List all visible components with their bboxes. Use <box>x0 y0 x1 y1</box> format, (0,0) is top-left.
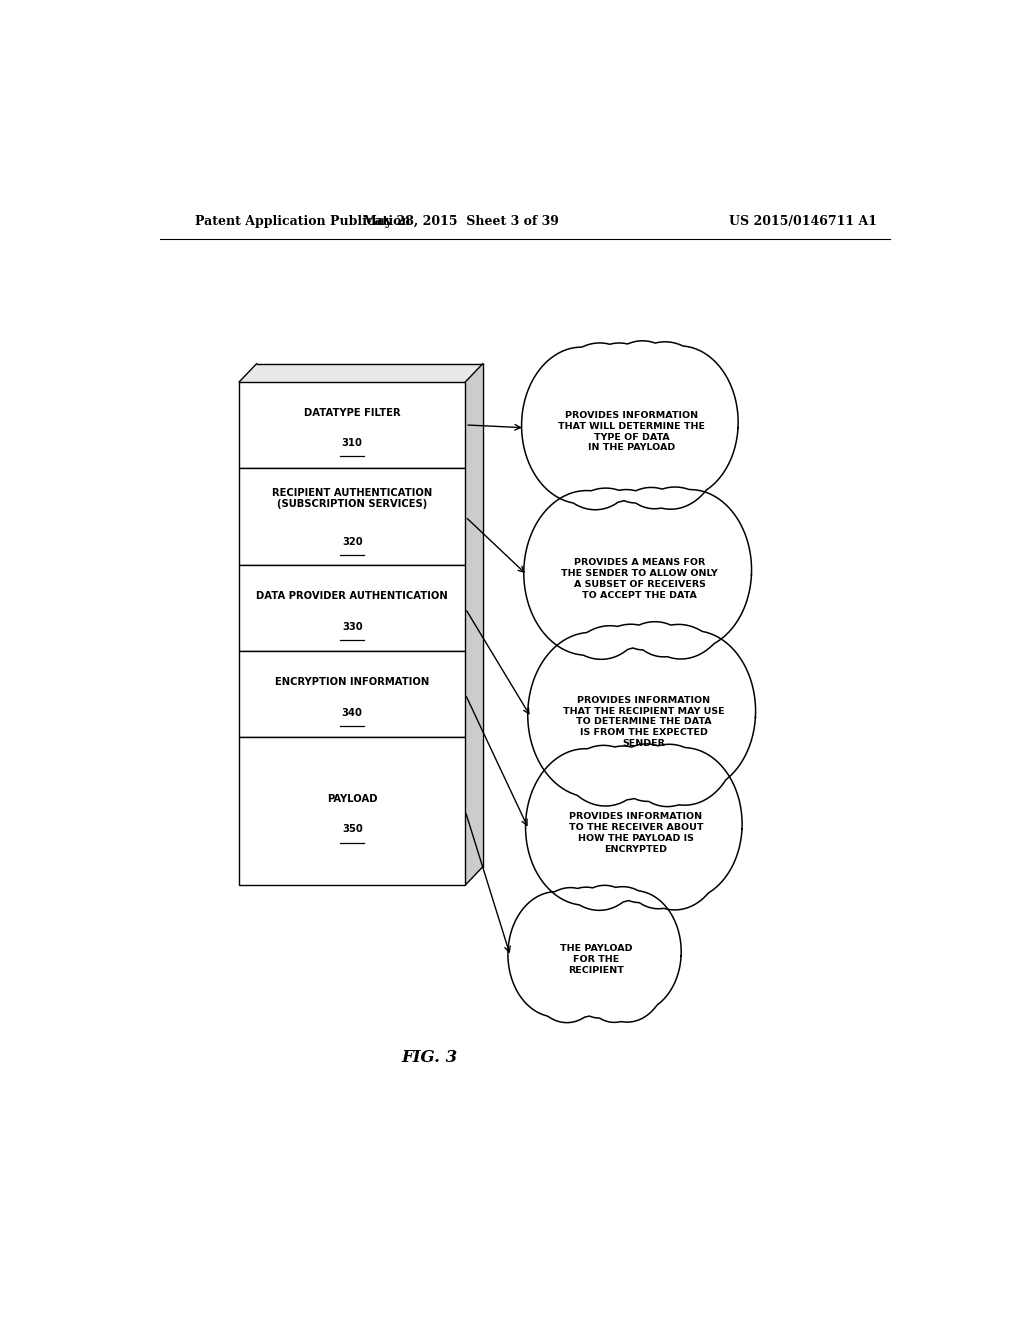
Circle shape <box>531 900 580 962</box>
Text: US 2015/0146711 A1: US 2015/0146711 A1 <box>728 215 877 228</box>
Text: May 28, 2015  Sheet 3 of 39: May 28, 2015 Sheet 3 of 39 <box>364 215 559 228</box>
Circle shape <box>627 743 672 801</box>
Circle shape <box>551 574 598 635</box>
Polygon shape <box>527 622 756 807</box>
Circle shape <box>554 506 617 586</box>
Text: PROVIDES INFORMATION
THAT THE RECIPIENT MAY USE
TO DETERMINE THE DATA
IS FROM TH: PROVIDES INFORMATION THAT THE RECIPIENT … <box>563 696 725 748</box>
Polygon shape <box>508 886 681 1023</box>
Text: PROVIDES INFORMATION
THAT WILL DETERMINE THE
TYPE OF DATA
IN THE PAYLOAD: PROVIDES INFORMATION THAT WILL DETERMINE… <box>558 411 706 453</box>
Ellipse shape <box>529 923 663 995</box>
Text: FIG. 3: FIG. 3 <box>401 1049 458 1067</box>
Circle shape <box>622 490 691 578</box>
Circle shape <box>583 887 636 954</box>
Circle shape <box>659 738 707 799</box>
Text: PAYLOAD: PAYLOAD <box>327 793 378 804</box>
Text: 310: 310 <box>342 438 362 449</box>
Circle shape <box>590 627 657 713</box>
Circle shape <box>632 957 667 1002</box>
Circle shape <box>590 737 635 793</box>
Text: PROVIDES INFORMATION
TO THE RECEIVER ABOUT
HOW THE PAYLOAD IS
ENCRYPTED: PROVIDES INFORMATION TO THE RECEIVER ABO… <box>568 812 703 854</box>
Text: ENCRYPTION INFORMATION: ENCRYPTION INFORMATION <box>275 677 429 686</box>
Circle shape <box>528 958 564 1005</box>
Circle shape <box>586 492 653 578</box>
Text: Patent Application Publication: Patent Application Publication <box>196 215 411 228</box>
Ellipse shape <box>556 672 731 772</box>
Circle shape <box>555 722 602 783</box>
Circle shape <box>615 447 658 503</box>
Text: RECIPIENT AUTHENTICATION
(SUBSCRIPTION SERVICES): RECIPIENT AUTHENTICATION (SUBSCRIPTION S… <box>272 487 432 510</box>
Text: DATA PROVIDER AUTHENTICATION: DATA PROVIDER AUTHENTICATION <box>256 591 449 601</box>
Circle shape <box>581 346 645 428</box>
Circle shape <box>681 829 724 883</box>
Circle shape <box>616 900 663 960</box>
Bar <box>240 467 465 565</box>
Circle shape <box>697 532 752 601</box>
Polygon shape <box>525 744 742 911</box>
Circle shape <box>508 928 548 978</box>
Circle shape <box>555 888 606 954</box>
Circle shape <box>585 841 628 896</box>
Ellipse shape <box>553 791 719 875</box>
Circle shape <box>660 762 719 836</box>
Bar <box>240 737 465 886</box>
Circle shape <box>656 359 715 433</box>
Circle shape <box>690 787 742 853</box>
Bar <box>240 565 465 651</box>
Circle shape <box>687 573 732 631</box>
Circle shape <box>623 591 668 649</box>
Circle shape <box>524 539 575 605</box>
Circle shape <box>584 974 617 1018</box>
Text: DATATYPE FILTER: DATATYPE FILTER <box>304 408 400 417</box>
Circle shape <box>677 428 720 483</box>
Circle shape <box>666 506 727 583</box>
Text: THE PAYLOAD
FOR THE
RECIPIENT: THE PAYLOAD FOR THE RECIPIENT <box>560 944 633 975</box>
Circle shape <box>686 385 738 451</box>
Circle shape <box>551 359 610 436</box>
Circle shape <box>581 441 624 496</box>
Circle shape <box>525 793 574 857</box>
Circle shape <box>691 721 736 779</box>
Text: 340: 340 <box>342 708 362 718</box>
Circle shape <box>551 829 596 887</box>
Text: 320: 320 <box>342 537 362 546</box>
Bar <box>240 651 465 737</box>
Polygon shape <box>524 487 752 660</box>
Circle shape <box>521 392 570 455</box>
Circle shape <box>620 847 663 903</box>
Polygon shape <box>465 364 482 886</box>
Circle shape <box>527 680 580 746</box>
Circle shape <box>701 672 756 741</box>
Circle shape <box>547 429 592 487</box>
Circle shape <box>608 970 644 1015</box>
Circle shape <box>626 623 695 713</box>
Circle shape <box>555 969 590 1012</box>
Circle shape <box>614 342 681 428</box>
Ellipse shape <box>549 388 715 475</box>
Circle shape <box>618 746 685 830</box>
Ellipse shape <box>553 537 727 620</box>
Polygon shape <box>240 364 482 381</box>
Circle shape <box>558 643 622 723</box>
Circle shape <box>647 442 692 500</box>
Circle shape <box>554 762 614 838</box>
Circle shape <box>651 842 696 900</box>
Circle shape <box>670 642 730 719</box>
Text: PROVIDES A MEANS FOR
THE SENDER TO ALLOW ONLY
A SUBSET OF RECEIVERS
TO ACCEPT TH: PROVIDES A MEANS FOR THE SENDER TO ALLOW… <box>561 558 718 599</box>
Circle shape <box>585 748 649 830</box>
Polygon shape <box>521 341 738 510</box>
Circle shape <box>640 921 681 974</box>
Text: 330: 330 <box>342 622 362 632</box>
Circle shape <box>586 586 631 644</box>
Bar <box>240 381 465 467</box>
Text: 350: 350 <box>342 825 362 834</box>
Circle shape <box>655 587 703 647</box>
